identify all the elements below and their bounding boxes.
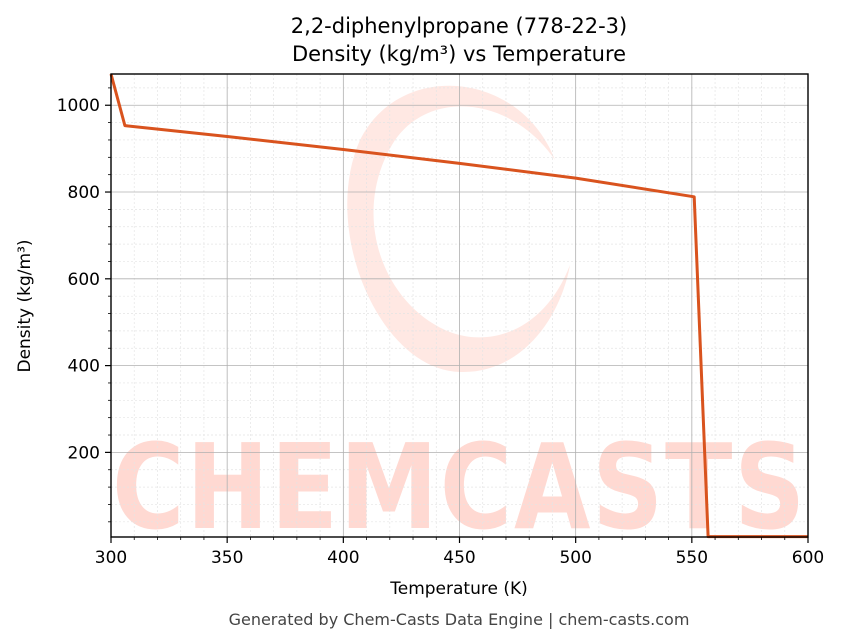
x-tick-label: 450 <box>443 548 475 568</box>
x-tick-label: 400 <box>327 548 359 568</box>
x-axis-label: Temperature (K) <box>389 579 528 599</box>
x-tick-label: 350 <box>211 548 243 568</box>
x-tick-label: 550 <box>676 548 708 568</box>
y-tick-label: 200 <box>68 443 100 463</box>
y-tick-label: 800 <box>68 183 100 203</box>
density-series-line <box>109 73 808 539</box>
y-tick-label: 1000 <box>57 96 100 116</box>
y-axis-label: Density (kg/m³) <box>15 239 35 372</box>
footer-credit: Generated by Chem-Casts Data Engine | ch… <box>229 610 690 629</box>
y-tick-label: 400 <box>68 357 100 377</box>
x-tick-label: 600 <box>792 548 824 568</box>
x-tick-label: 500 <box>559 548 591 568</box>
x-axis-ticks: 300 350 400 450 500 550 600 <box>95 537 824 568</box>
y-tick-label: 600 <box>68 270 100 290</box>
chart-title: 2,2-diphenylpropane (778-22-3) <box>291 14 627 38</box>
chart-subtitle: Density (kg/m³) vs Temperature <box>292 42 626 66</box>
watermark-swirl <box>347 85 570 373</box>
y-axis-ticks: 200 400 600 800 1000 <box>57 87 111 523</box>
x-tick-label: 300 <box>95 548 127 568</box>
